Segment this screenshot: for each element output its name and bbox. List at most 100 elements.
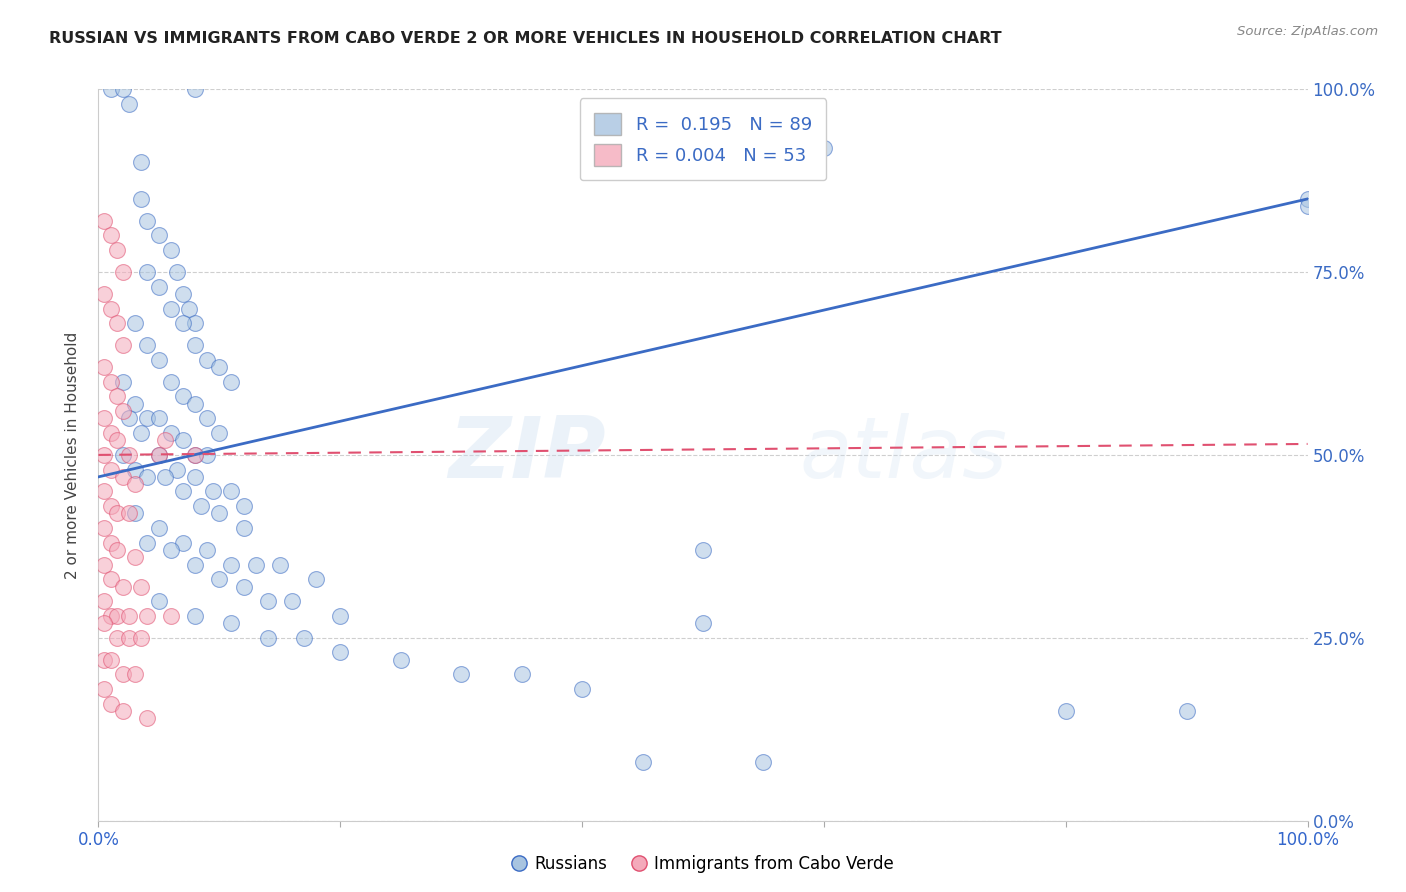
Point xyxy=(118,448,141,462)
Point xyxy=(100,653,122,667)
Point xyxy=(148,352,170,367)
Text: ZIP: ZIP xyxy=(449,413,606,497)
Point xyxy=(105,543,128,558)
Point xyxy=(135,265,157,279)
Point xyxy=(135,214,157,228)
Point xyxy=(100,535,122,549)
Point xyxy=(135,411,157,425)
Point xyxy=(208,507,231,521)
Point xyxy=(148,228,170,243)
Point xyxy=(631,755,654,769)
Point xyxy=(221,616,243,631)
Point xyxy=(111,338,134,352)
Point xyxy=(195,411,218,425)
Point xyxy=(105,316,128,330)
Point xyxy=(172,434,194,448)
Point xyxy=(329,645,352,659)
Point xyxy=(135,338,157,352)
Point xyxy=(1054,704,1077,718)
Point xyxy=(129,192,152,206)
Point xyxy=(118,608,141,623)
Point xyxy=(135,608,157,623)
Point xyxy=(100,425,122,440)
Point xyxy=(208,360,231,375)
Y-axis label: 2 or more Vehicles in Household: 2 or more Vehicles in Household xyxy=(65,331,80,579)
Point xyxy=(100,82,122,96)
Point xyxy=(208,425,231,440)
Point xyxy=(166,462,188,476)
Point xyxy=(184,338,207,352)
Point xyxy=(148,594,170,608)
Text: Source: ZipAtlas.com: Source: ZipAtlas.com xyxy=(1237,25,1378,38)
Point xyxy=(124,477,146,491)
Point xyxy=(190,499,212,513)
Point xyxy=(184,397,207,411)
Point xyxy=(118,96,141,111)
Legend: R =  0.195   N = 89, R = 0.004   N = 53: R = 0.195 N = 89, R = 0.004 N = 53 xyxy=(579,98,827,180)
Point xyxy=(232,521,254,535)
Point xyxy=(281,594,304,608)
Point xyxy=(105,389,128,403)
Point xyxy=(124,667,146,681)
Point xyxy=(135,535,157,549)
Point xyxy=(135,711,157,725)
Point xyxy=(93,411,115,425)
Point xyxy=(93,521,115,535)
Point xyxy=(111,704,134,718)
Point xyxy=(245,558,267,572)
Point xyxy=(129,425,152,440)
Point xyxy=(100,462,122,476)
Point xyxy=(1296,192,1319,206)
Point xyxy=(124,316,146,330)
Point xyxy=(100,301,122,316)
Point xyxy=(292,631,315,645)
Point xyxy=(692,543,714,558)
Point xyxy=(160,243,183,257)
Point xyxy=(100,228,122,243)
Point xyxy=(124,462,146,476)
Point xyxy=(389,653,412,667)
Point xyxy=(184,558,207,572)
Point xyxy=(93,448,115,462)
Point xyxy=(179,301,201,316)
Point xyxy=(111,265,134,279)
Point xyxy=(184,316,207,330)
Point xyxy=(105,434,128,448)
Point xyxy=(184,608,207,623)
Point xyxy=(1296,199,1319,213)
Point xyxy=(111,580,134,594)
Point xyxy=(105,608,128,623)
Point xyxy=(129,580,152,594)
Point xyxy=(148,279,170,293)
Point xyxy=(93,287,115,301)
Point xyxy=(329,608,352,623)
Point xyxy=(184,470,207,484)
Point xyxy=(148,411,170,425)
Point xyxy=(232,499,254,513)
Point xyxy=(118,411,141,425)
Point xyxy=(160,425,183,440)
Point xyxy=(160,543,183,558)
Point xyxy=(105,507,128,521)
Point xyxy=(111,470,134,484)
Point xyxy=(93,214,115,228)
Point xyxy=(450,667,472,681)
Point xyxy=(195,448,218,462)
Point xyxy=(813,141,835,155)
Point xyxy=(153,470,176,484)
Point xyxy=(160,301,183,316)
Point xyxy=(93,484,115,499)
Point xyxy=(105,631,128,645)
Point xyxy=(571,681,593,696)
Point xyxy=(305,572,328,586)
Point xyxy=(100,499,122,513)
Point xyxy=(111,448,134,462)
Point xyxy=(692,616,714,631)
Point xyxy=(172,535,194,549)
Point xyxy=(269,558,291,572)
Point xyxy=(172,287,194,301)
Point xyxy=(93,558,115,572)
Point xyxy=(93,681,115,696)
Point xyxy=(752,755,775,769)
Point xyxy=(100,608,122,623)
